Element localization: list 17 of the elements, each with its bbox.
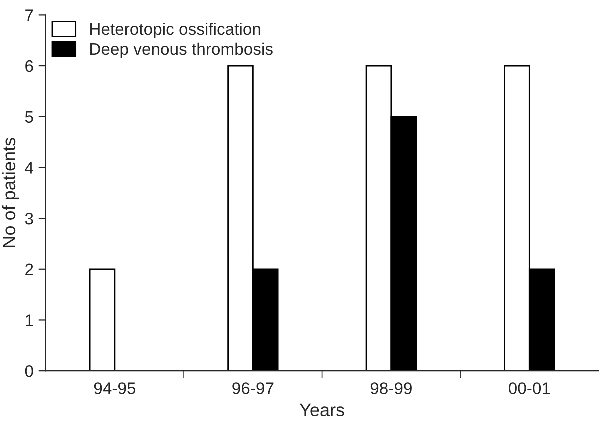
y-tick-label: 4: [25, 162, 34, 174]
legend-label: Heterotopic ossification: [90, 22, 260, 38]
bar: [89, 268, 116, 372]
y-tick-label: 5: [25, 111, 34, 124]
y-tick-label: 3: [25, 212, 34, 225]
x-tick-label: 96-97: [232, 382, 274, 394]
legend-label: Deep venous thrombosis: [90, 42, 273, 58]
y-tick-label: 7: [26, 10, 34, 22]
x-axis-title: Years: [300, 404, 344, 417]
x-tick-label: 98-99: [370, 382, 412, 394]
y-tick-label: 0: [25, 365, 34, 378]
x-tick-label: 94-95: [94, 382, 136, 394]
y-axis-title: No of patients: [2, 138, 20, 248]
y-tick-label: 2: [26, 264, 34, 276]
x-tick-label: 00-01: [509, 382, 550, 394]
y-tick-label: 6: [26, 60, 34, 72]
y-tick-label: 1: [26, 314, 34, 326]
